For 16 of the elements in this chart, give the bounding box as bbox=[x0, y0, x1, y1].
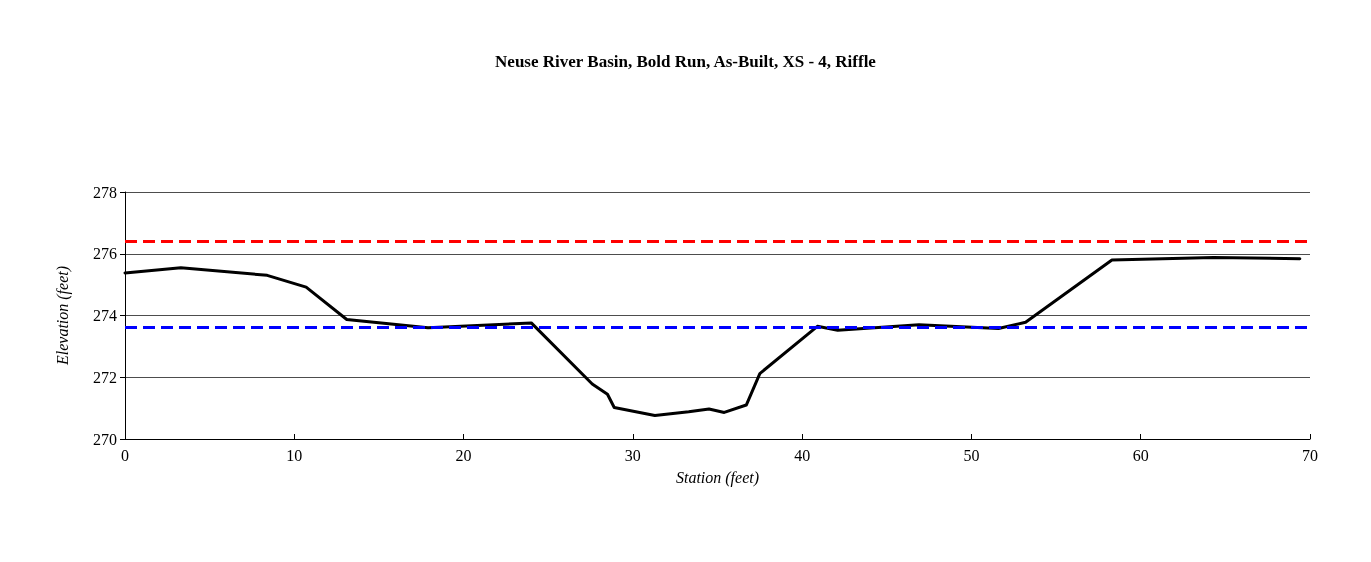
y-tick-label: 274 bbox=[93, 307, 117, 324]
y-tick-label: 272 bbox=[93, 368, 117, 386]
x-tick-label: 30 bbox=[624, 446, 641, 464]
x-tick-label: 0 bbox=[121, 446, 129, 464]
x-axis-title: Station (feet) bbox=[675, 468, 760, 487]
x-tick-label: 20 bbox=[455, 446, 472, 464]
y-tick-label: 270 bbox=[93, 430, 117, 448]
chart-title: Neuse River Basin, Bold Run, As-Built, XS - 4, Riffle bbox=[495, 52, 877, 71]
x-tick-label: 40 bbox=[794, 446, 811, 464]
x-tick-label: 70 bbox=[1302, 446, 1318, 464]
x-tick-label: 50 bbox=[963, 446, 980, 464]
x-tick-label: 10 bbox=[286, 446, 303, 464]
x-tick-label: 60 bbox=[1132, 446, 1149, 464]
y-tick-label: 276 bbox=[93, 245, 117, 263]
y-axis-title: Elevation (feet) bbox=[53, 265, 72, 367]
y-tick-label: 278 bbox=[93, 183, 117, 201]
